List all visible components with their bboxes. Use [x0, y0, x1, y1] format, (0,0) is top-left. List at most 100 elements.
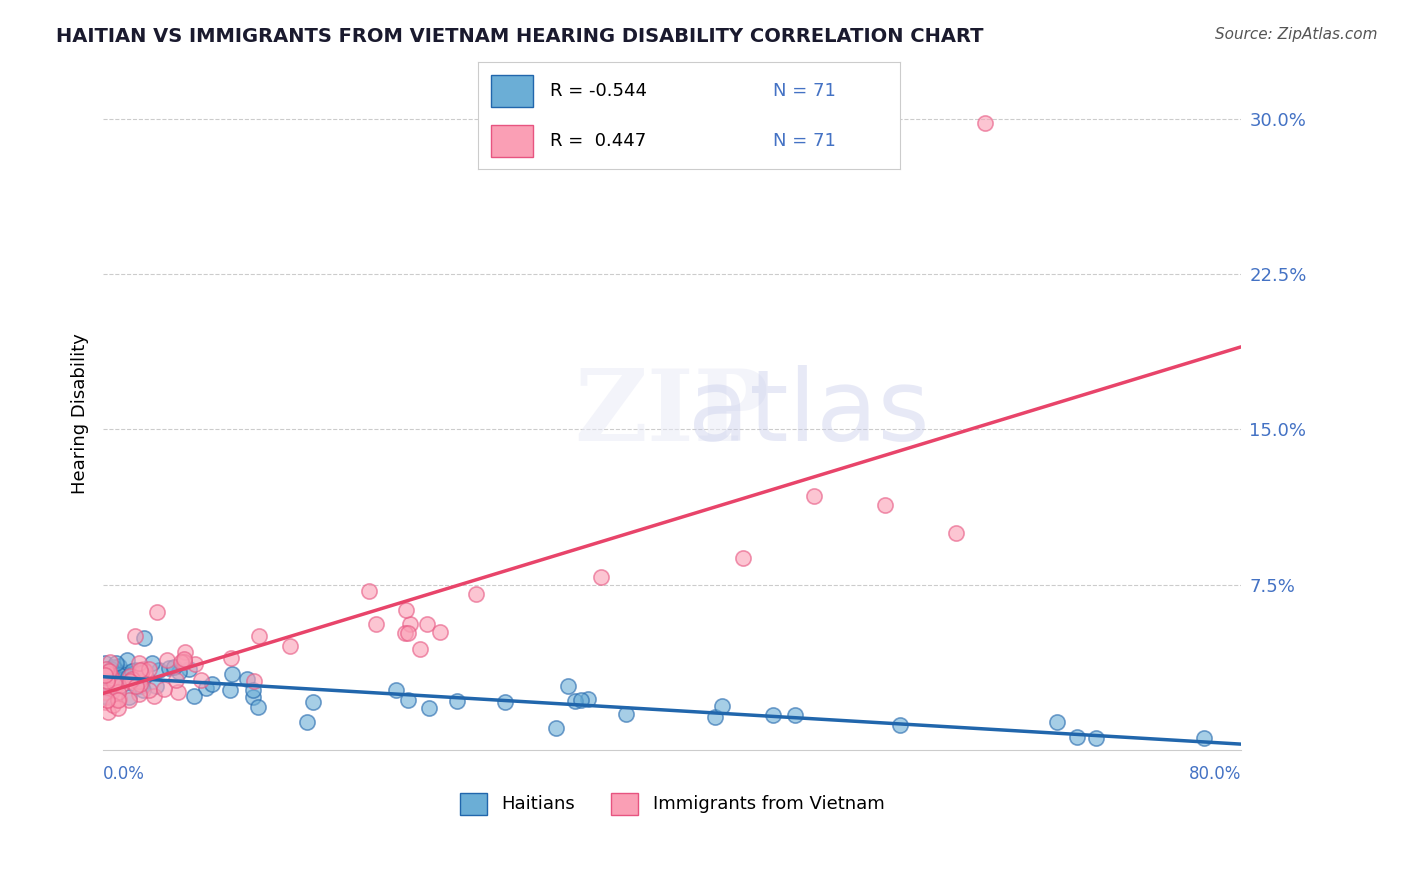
Point — [762, 708, 785, 723]
Point — [107, 659, 129, 673]
Text: Source: ZipAtlas.com: Source: ZipAtlas.com — [1215, 27, 1378, 42]
Point — [96, 665, 118, 680]
Point — [122, 672, 145, 686]
Point — [1046, 714, 1069, 729]
Point — [170, 656, 193, 670]
Point — [103, 667, 125, 681]
Point — [589, 570, 612, 584]
Point — [93, 673, 115, 688]
Point — [236, 673, 259, 687]
Point — [875, 498, 897, 512]
Point — [143, 689, 166, 703]
Point — [409, 642, 432, 657]
Point — [190, 673, 212, 688]
Point — [110, 678, 132, 692]
Point — [141, 657, 163, 671]
Point — [146, 605, 169, 619]
Point — [98, 682, 121, 697]
Text: 80.0%: 80.0% — [1188, 764, 1241, 783]
Point — [96, 674, 118, 689]
Point — [131, 666, 153, 681]
Point — [242, 682, 264, 697]
Point — [100, 662, 122, 676]
Point — [173, 652, 195, 666]
Point — [145, 679, 167, 693]
Point — [243, 674, 266, 689]
Point — [395, 603, 418, 617]
Point — [416, 617, 439, 632]
Point — [101, 682, 124, 697]
Point — [96, 667, 118, 681]
Point — [118, 674, 141, 689]
Text: ZIP: ZIP — [575, 365, 769, 462]
Point — [385, 682, 408, 697]
Point — [710, 699, 733, 714]
Point — [569, 693, 592, 707]
Point — [100, 672, 122, 686]
Point — [564, 694, 586, 708]
Text: R = -0.544: R = -0.544 — [550, 82, 647, 100]
Point — [162, 660, 184, 674]
Point — [889, 718, 911, 732]
Point — [704, 710, 727, 724]
Point — [121, 664, 143, 678]
Point — [100, 684, 122, 698]
Point — [108, 692, 131, 706]
Point — [166, 685, 188, 699]
Point — [446, 694, 468, 708]
Point — [101, 698, 124, 712]
Point — [124, 629, 146, 643]
Point — [366, 617, 388, 632]
Point — [107, 693, 129, 707]
Y-axis label: Hearing Disability: Hearing Disability — [72, 334, 89, 494]
Point — [152, 682, 174, 697]
Point — [117, 670, 139, 684]
Point — [494, 695, 516, 709]
Point — [1192, 731, 1215, 745]
Point — [221, 666, 243, 681]
Point — [399, 617, 422, 632]
Point — [429, 624, 451, 639]
Point — [105, 678, 128, 692]
Point — [297, 714, 319, 729]
Point — [117, 653, 139, 667]
Point — [98, 664, 121, 678]
Point — [128, 664, 150, 678]
Point — [396, 692, 419, 706]
Point — [242, 690, 264, 705]
Point — [138, 662, 160, 676]
Point — [173, 654, 195, 668]
Point — [125, 679, 148, 693]
Point — [124, 663, 146, 677]
Point — [111, 673, 134, 687]
Point — [118, 690, 141, 704]
Point — [107, 667, 129, 681]
Point — [184, 657, 207, 672]
Point — [1066, 731, 1088, 745]
Point — [97, 705, 120, 719]
Point — [465, 587, 488, 601]
Point — [576, 692, 599, 706]
Point — [394, 626, 416, 640]
Point — [157, 661, 180, 675]
FancyBboxPatch shape — [491, 75, 533, 107]
Point — [132, 662, 155, 676]
Point — [94, 673, 117, 688]
FancyBboxPatch shape — [491, 125, 533, 157]
Point — [107, 685, 129, 699]
Text: atlas: atlas — [688, 365, 929, 462]
Point — [785, 708, 807, 723]
Point — [107, 676, 129, 690]
Point — [247, 629, 270, 643]
Point — [174, 645, 197, 659]
Point — [96, 661, 118, 675]
Point — [1084, 731, 1107, 745]
Point — [165, 673, 187, 687]
Point — [93, 656, 115, 670]
Point — [544, 721, 567, 735]
Text: HAITIAN VS IMMIGRANTS FROM VIETNAM HEARING DISABILITY CORRELATION CHART: HAITIAN VS IMMIGRANTS FROM VIETNAM HEARI… — [56, 27, 984, 45]
Point — [98, 673, 121, 688]
Text: N = 71: N = 71 — [773, 132, 837, 150]
Point — [93, 695, 115, 709]
Point — [302, 695, 325, 709]
